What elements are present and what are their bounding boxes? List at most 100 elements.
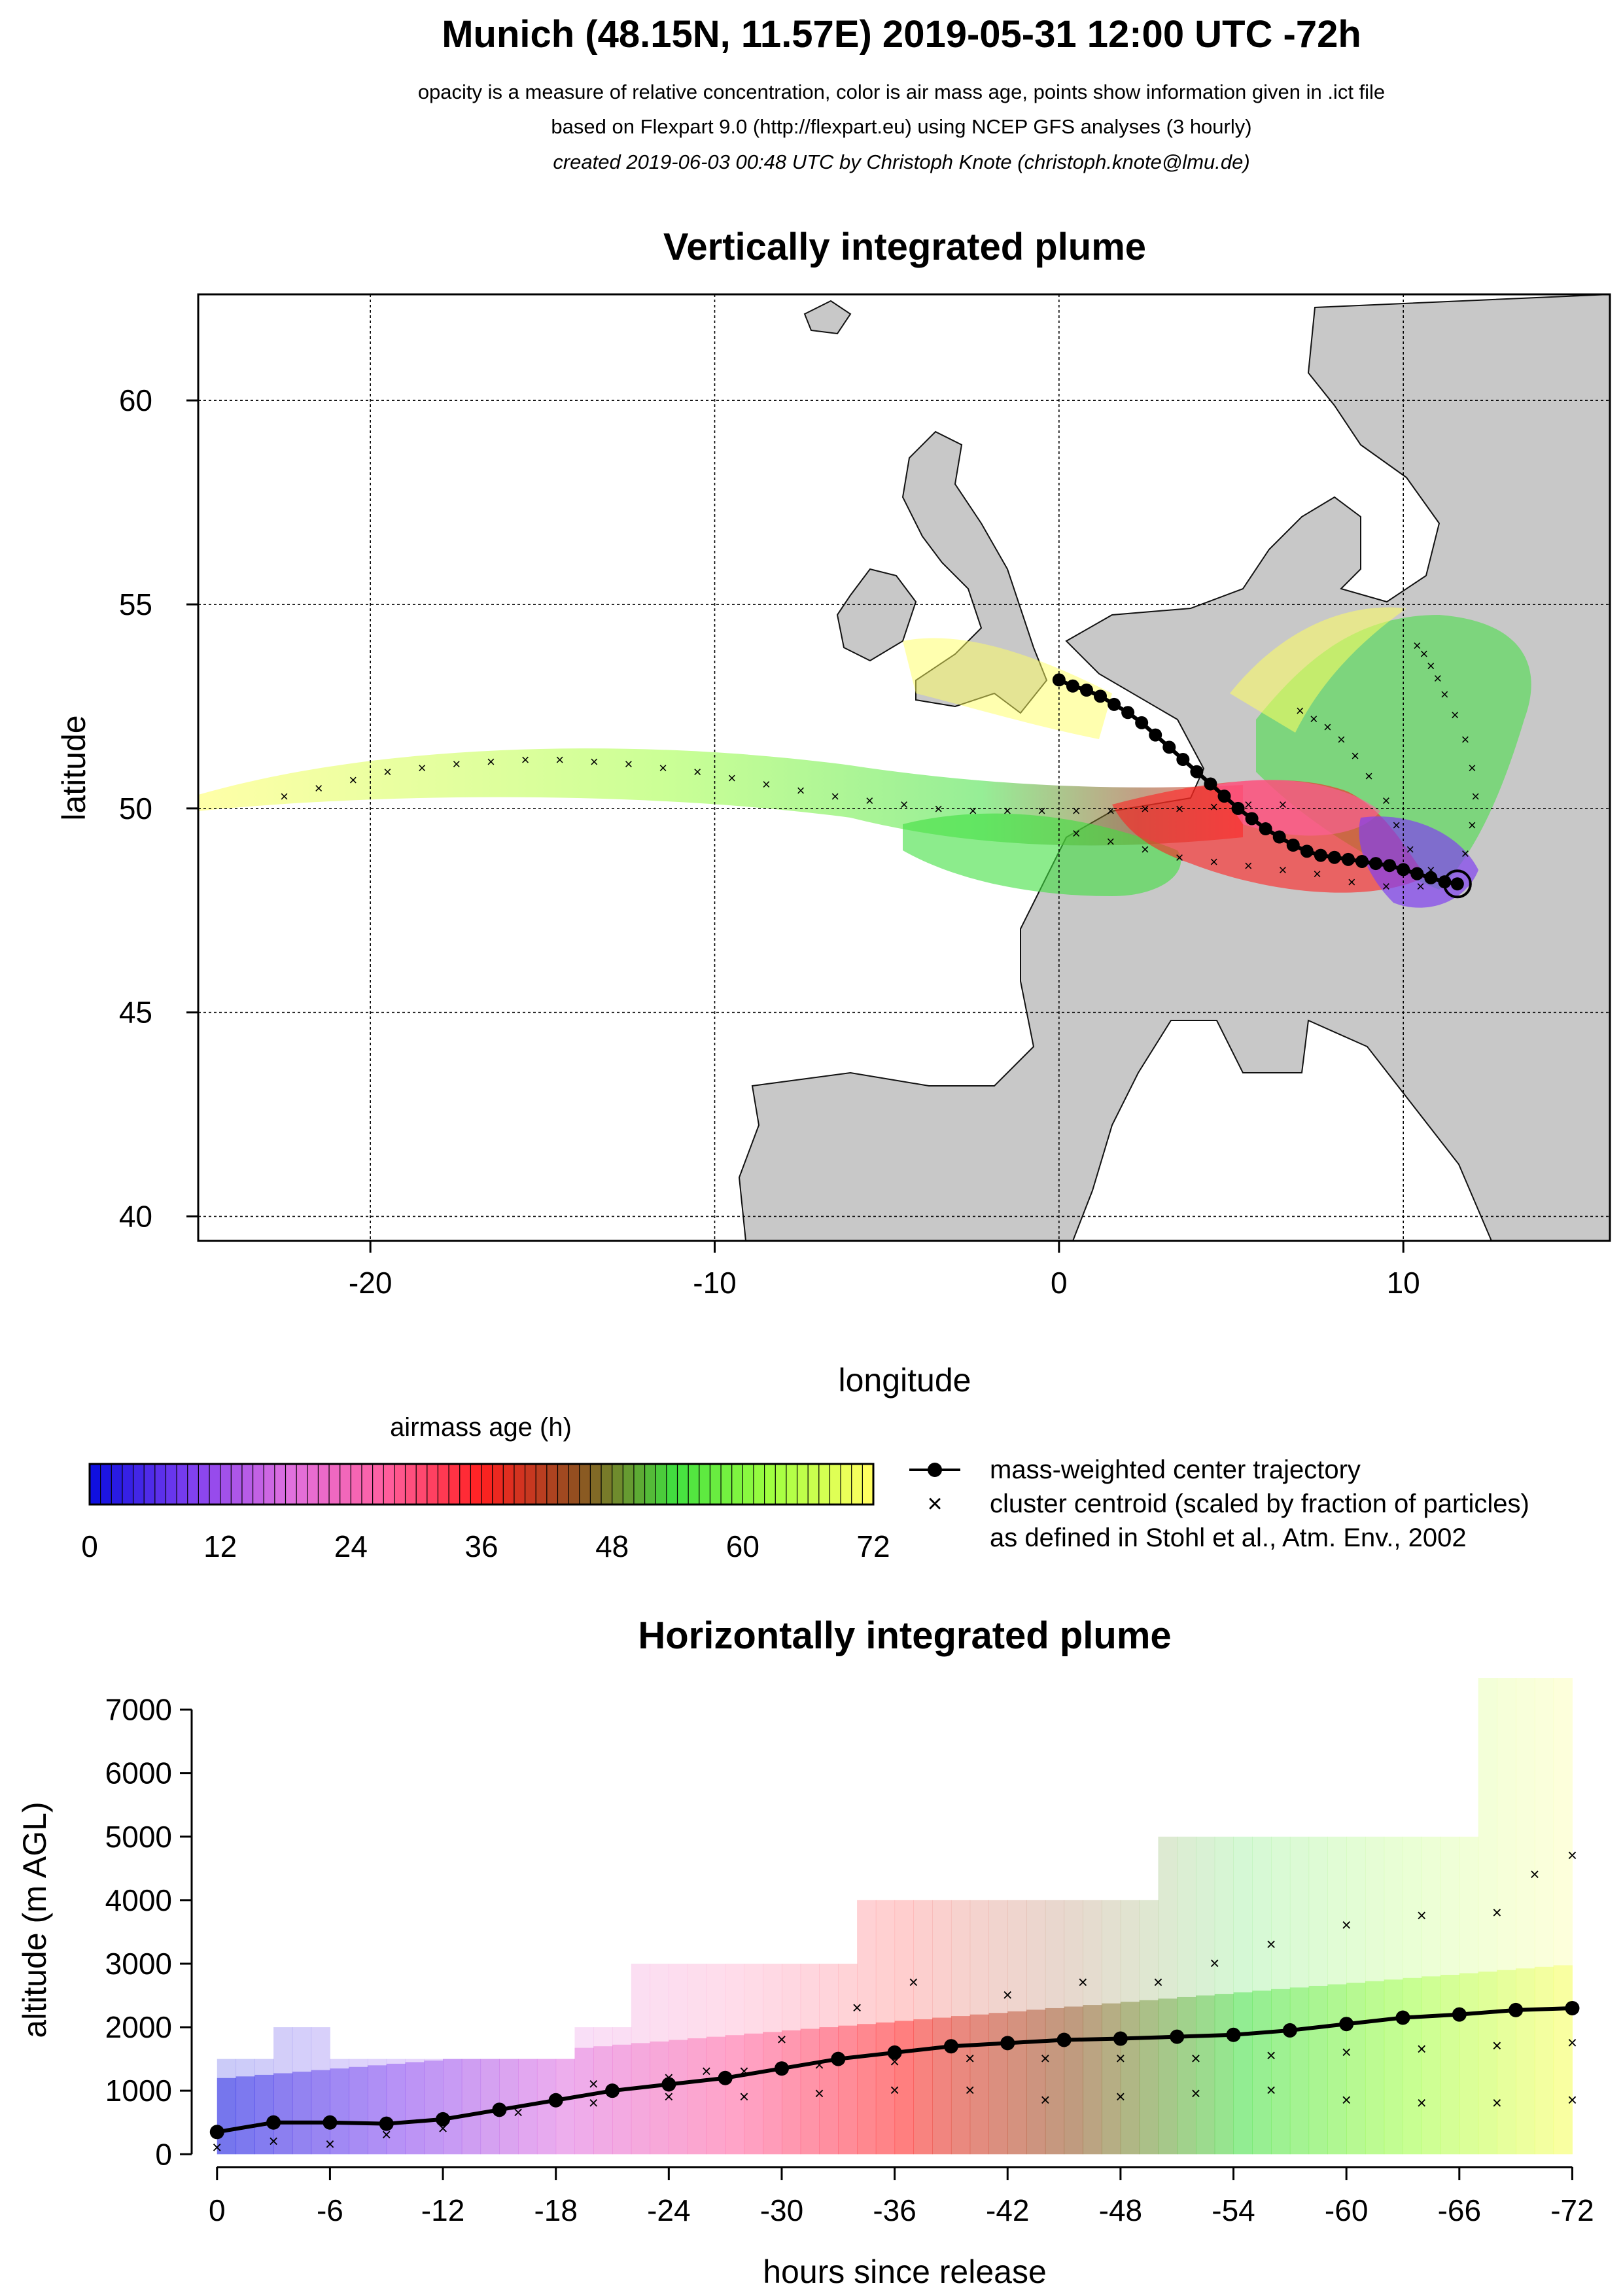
map-center-trajectory-point	[1327, 850, 1341, 864]
map-cluster-centroid-2: ×	[1461, 845, 1470, 861]
map-cluster-centroid-4: ×	[1351, 748, 1359, 764]
altitude-plume-core	[1534, 1966, 1554, 2155]
plume-shading	[198, 607, 1531, 908]
colorbar-cell	[546, 1463, 559, 1505]
altitude-plume-core	[650, 2041, 669, 2155]
map-x-tick-label: -10	[693, 1266, 736, 1300]
map-center-trajectory-point	[1410, 867, 1424, 880]
altitude-plume-core	[349, 2066, 368, 2155]
altitude-cluster-centroid-1: ×	[777, 2030, 786, 2049]
release-point-marker	[1442, 869, 1472, 899]
map-cluster-centroid-1: ×	[762, 776, 771, 792]
colorbar-cell	[601, 1463, 613, 1505]
altitude-plume-core	[669, 2040, 688, 2155]
altitude-plume-core	[424, 2061, 444, 2155]
colorbar-cell	[404, 1463, 417, 1505]
altitude-plume-core	[612, 2044, 632, 2155]
altitude-cluster-centroid-3: ×	[589, 2093, 599, 2113]
altitude-cluster-centroid-2: ×	[890, 2051, 899, 2071]
altitude-plume-core	[461, 2059, 481, 2155]
map-center-trajectory-point	[1341, 852, 1355, 866]
altitude-x-tick-label: -12	[421, 2193, 464, 2227]
subtitle-line-2: based on Flexpart 9.0 (http://flexpart.e…	[551, 115, 1251, 138]
altitude-plume-column	[461, 2059, 481, 2155]
altitude-plume-column	[1214, 1836, 1234, 2155]
altitude-center-trajectory-point	[209, 2125, 224, 2140]
altitude-x-axis-label: hours since release	[763, 2253, 1047, 2290]
altitude-axes: 0 -6 -12 -18 -24 -30 -36 -42 -48 -54 -60 -66 -72 0 100…	[105, 1693, 1594, 2227]
map-cluster-centroid-1: ×	[659, 760, 667, 776]
map-cluster-centroid-2: ×	[1471, 788, 1480, 805]
altitude-center-trajectory-point	[1113, 2031, 1128, 2046]
altitude-y-tick-label: 2000	[105, 2010, 172, 2044]
colorbar-cell	[818, 1463, 831, 1505]
altitude-cluster-centroid-2: ×	[1266, 2045, 1276, 2065]
altitude-plume-column	[875, 1900, 896, 2155]
colorbar-cell	[688, 1463, 700, 1505]
altitude-plume-column	[857, 1900, 877, 2155]
altitude-plume-core	[1289, 1987, 1310, 2155]
map-cluster-centroid-4: ×	[1392, 817, 1401, 833]
colorbar-cell	[372, 1463, 385, 1505]
altitude-plume-core	[1214, 1994, 1234, 2155]
altitude-plume-core	[1422, 1976, 1441, 2155]
altitude-plume-column	[1346, 1836, 1366, 2155]
altitude-plume-core	[330, 2068, 349, 2155]
altitude-plume-core	[254, 2074, 274, 2155]
altitude-cluster-centroid-3: ×	[268, 2131, 278, 2151]
colorbar-cell	[796, 1463, 809, 1505]
map-x-tick-label: 10	[1387, 1266, 1420, 1300]
map-y-tick-label: 60	[119, 383, 152, 417]
altitude-cluster-centroid-2: ×	[664, 2068, 674, 2087]
altitude-cluster-centroid-2: ×	[965, 2049, 975, 2068]
map-cluster-centroid-1: ×	[1072, 803, 1081, 819]
map-cluster-centroid-1: ×	[1106, 803, 1115, 819]
altitude-plume-core	[1516, 1968, 1535, 2155]
altitude-plume-column	[273, 2027, 293, 2155]
altitude-cluster-centroid-3: ×	[381, 2125, 391, 2144]
altitude-plume-column	[763, 1963, 782, 2155]
altitude-center-trajectory-point	[436, 2112, 451, 2127]
altitude-y-tick-label: 5000	[105, 1820, 172, 1854]
colorbar-cell	[492, 1463, 504, 1505]
colorbar-cell	[731, 1463, 744, 1505]
map-cluster-centroid-3: ×	[1141, 841, 1149, 858]
colorbar-cell	[851, 1463, 864, 1505]
colorbar-cell	[829, 1463, 842, 1505]
colorbar-frame	[88, 1463, 875, 1506]
altitude-plume-column	[367, 2059, 387, 2155]
map-y-tick-label: 55	[119, 587, 152, 621]
colorbar-tick-label: 72	[856, 1529, 890, 1563]
altitude-center-trajectory-point	[943, 2039, 958, 2054]
colorbar-cell	[252, 1463, 265, 1505]
altitude-plume-column	[1478, 1678, 1497, 2155]
colorbar-cell	[394, 1463, 406, 1505]
altitude-cluster-centroid-1: ×	[1210, 1953, 1219, 1973]
map-x-axis-label: longitude	[839, 1362, 971, 1399]
altitude-plume-core	[951, 2016, 971, 2155]
altitude-plume-core	[1083, 2005, 1102, 2155]
colorbar-cell	[644, 1463, 657, 1505]
altitude-center-trajectory-point	[831, 2051, 846, 2066]
colorbar-cell	[100, 1463, 113, 1505]
altitude-plume-column	[1026, 1900, 1046, 2155]
colorbar-cell	[187, 1463, 200, 1505]
altitude-center-trajectory-point	[1509, 2002, 1524, 2017]
map-cluster-centroid-1: ×	[1244, 797, 1253, 813]
altitude-cluster-centroid-3: ×	[1040, 2090, 1050, 2110]
colorbar-cell	[633, 1463, 646, 1505]
altitude-plume-column	[650, 1963, 669, 2155]
colorbar-cell	[111, 1463, 124, 1505]
map-cluster-centroid-4: ×	[1382, 792, 1390, 809]
altitude-x-tick-label: 0	[209, 2193, 226, 2227]
map-center-trajectory-point	[1079, 683, 1093, 697]
colorbar-cell	[557, 1463, 570, 1505]
map-center-trajectory-point	[1108, 697, 1121, 711]
colorbar-tick-label: 24	[334, 1529, 368, 1563]
altitude-center-trajectory-point	[774, 2061, 789, 2076]
colorbar-cell	[198, 1463, 211, 1505]
altitude-plume-column	[1459, 1836, 1479, 2155]
map-series: × × × × × × × × × × × × × × × × × × × × × × × × × × × × × ×××××××××××…	[280, 637, 1480, 899]
land-continental-europe	[738, 294, 1610, 1241]
altitude-plume-core	[1308, 1985, 1328, 2155]
